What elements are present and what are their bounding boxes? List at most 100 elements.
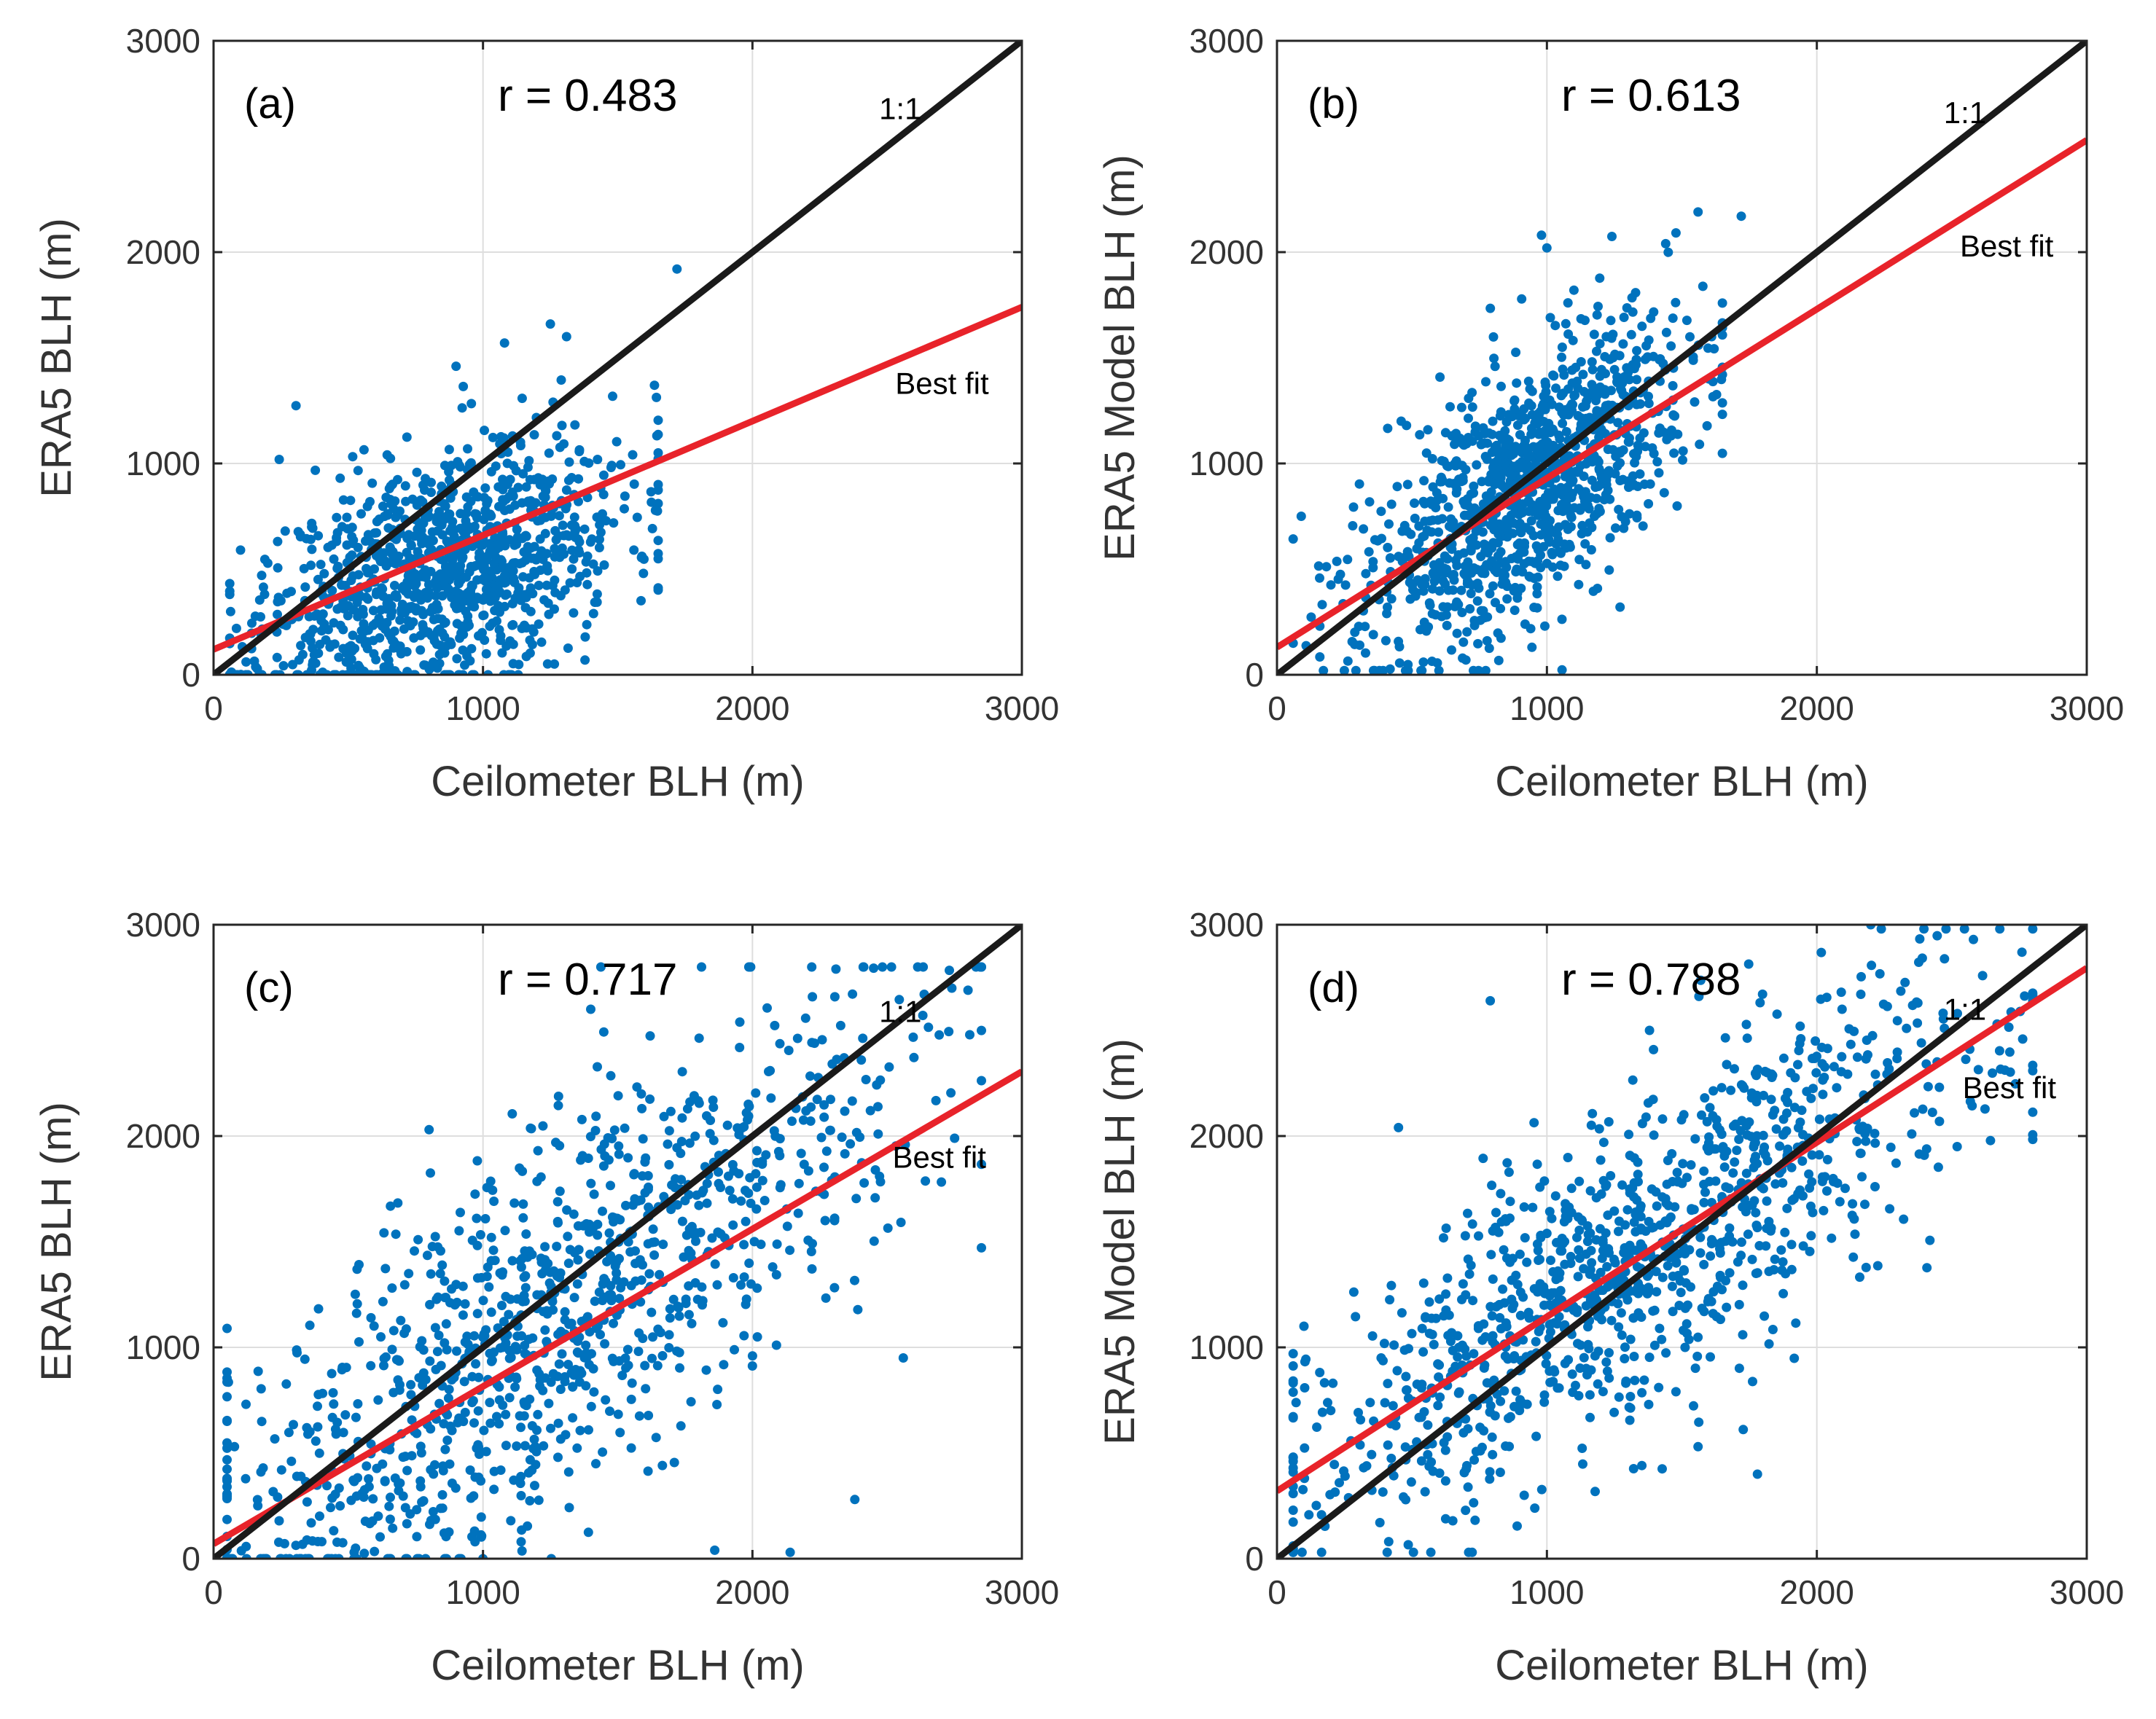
data-point [299, 563, 309, 573]
data-point [313, 1401, 322, 1411]
data-point [1814, 1150, 1824, 1160]
data-point [1789, 1103, 1800, 1113]
data-point [1644, 1216, 1654, 1226]
data-point [1505, 1257, 1515, 1267]
data-point [222, 1481, 232, 1492]
data-point [1434, 1294, 1445, 1304]
data-point [1569, 285, 1579, 295]
data-point [977, 1025, 986, 1035]
data-point [1625, 1286, 1635, 1296]
data-point [507, 670, 517, 675]
data-point [356, 626, 367, 636]
data-point [1348, 1287, 1359, 1297]
data-point [516, 1471, 526, 1481]
data-point [1671, 228, 1681, 238]
data-point [499, 670, 509, 675]
data-point [1619, 1248, 1629, 1258]
data-point [1480, 428, 1490, 439]
data-point [1418, 657, 1429, 667]
data-point [354, 1337, 364, 1347]
data-point [1480, 665, 1491, 675]
data-point [1638, 521, 1648, 531]
data-point [375, 1532, 385, 1542]
data-point [1699, 1307, 1709, 1317]
data-point [1598, 1137, 1609, 1148]
data-point [1563, 1153, 1573, 1162]
data-point [507, 1256, 517, 1266]
data-point [1652, 457, 1663, 467]
data-point [569, 522, 579, 532]
data-point [368, 1494, 378, 1504]
data-point [543, 565, 552, 576]
data-point [507, 598, 517, 608]
data-point [1490, 1411, 1500, 1421]
data-point [354, 660, 364, 670]
data-point [421, 537, 431, 547]
data-point [1762, 1156, 1773, 1166]
data-point [541, 1265, 550, 1275]
data-point [604, 1155, 614, 1165]
data-point [1540, 522, 1550, 533]
data-point [501, 1441, 511, 1451]
data-point [1625, 1334, 1636, 1344]
data-point [426, 1424, 436, 1434]
data-point [1359, 524, 1369, 534]
data-point [646, 487, 656, 497]
data-point [1669, 448, 1679, 458]
data-point [1474, 1231, 1483, 1241]
data-point [431, 1364, 441, 1374]
data-point [1443, 1331, 1453, 1341]
data-point [1364, 547, 1374, 557]
y-tick-label: 1000 [1190, 445, 1264, 482]
data-point [1469, 481, 1479, 491]
data-point [428, 657, 438, 667]
data-point [1335, 1478, 1344, 1488]
data-point [516, 1491, 526, 1500]
data-point [1693, 1441, 1703, 1452]
data-point [606, 1281, 616, 1291]
data-point [1783, 1097, 1792, 1108]
data-point [222, 1494, 232, 1503]
data-point [1520, 538, 1530, 548]
data-point [817, 1035, 827, 1045]
data-point [1504, 410, 1514, 420]
data-point [587, 534, 597, 544]
data-point [1861, 1125, 1871, 1135]
x-tick-label: 0 [204, 689, 223, 727]
data-point [431, 591, 441, 601]
data-point [1335, 569, 1345, 579]
data-point [1418, 496, 1429, 506]
data-point [784, 1046, 794, 1055]
data-point [769, 1126, 779, 1136]
data-point [1456, 402, 1466, 412]
data-point [1752, 1131, 1762, 1141]
data-point [538, 1385, 548, 1395]
data-point [771, 1269, 781, 1280]
data-point [1385, 1295, 1395, 1305]
data-point [1574, 1390, 1584, 1401]
data-point [1388, 1471, 1399, 1481]
data-point [1386, 1280, 1397, 1291]
best-fit-line [214, 304, 1022, 653]
data-point [303, 1429, 313, 1439]
data-point [481, 584, 491, 595]
data-point [1822, 1043, 1832, 1054]
data-point [1717, 298, 1727, 308]
data-point [504, 1393, 515, 1403]
data-point [380, 1264, 391, 1274]
data-point [551, 1137, 561, 1148]
data-point [1329, 1460, 1340, 1470]
data-point [628, 450, 638, 460]
data-point [1816, 947, 1827, 958]
data-point [458, 1417, 469, 1427]
data-point [383, 628, 394, 638]
data-point [527, 640, 537, 649]
data-point [1608, 353, 1618, 363]
data-point [279, 1538, 289, 1548]
data-point [1672, 501, 1682, 511]
data-point [313, 530, 324, 541]
data-point [1565, 475, 1575, 485]
data-point [519, 620, 529, 630]
data-point [469, 602, 480, 612]
data-point [569, 554, 579, 564]
